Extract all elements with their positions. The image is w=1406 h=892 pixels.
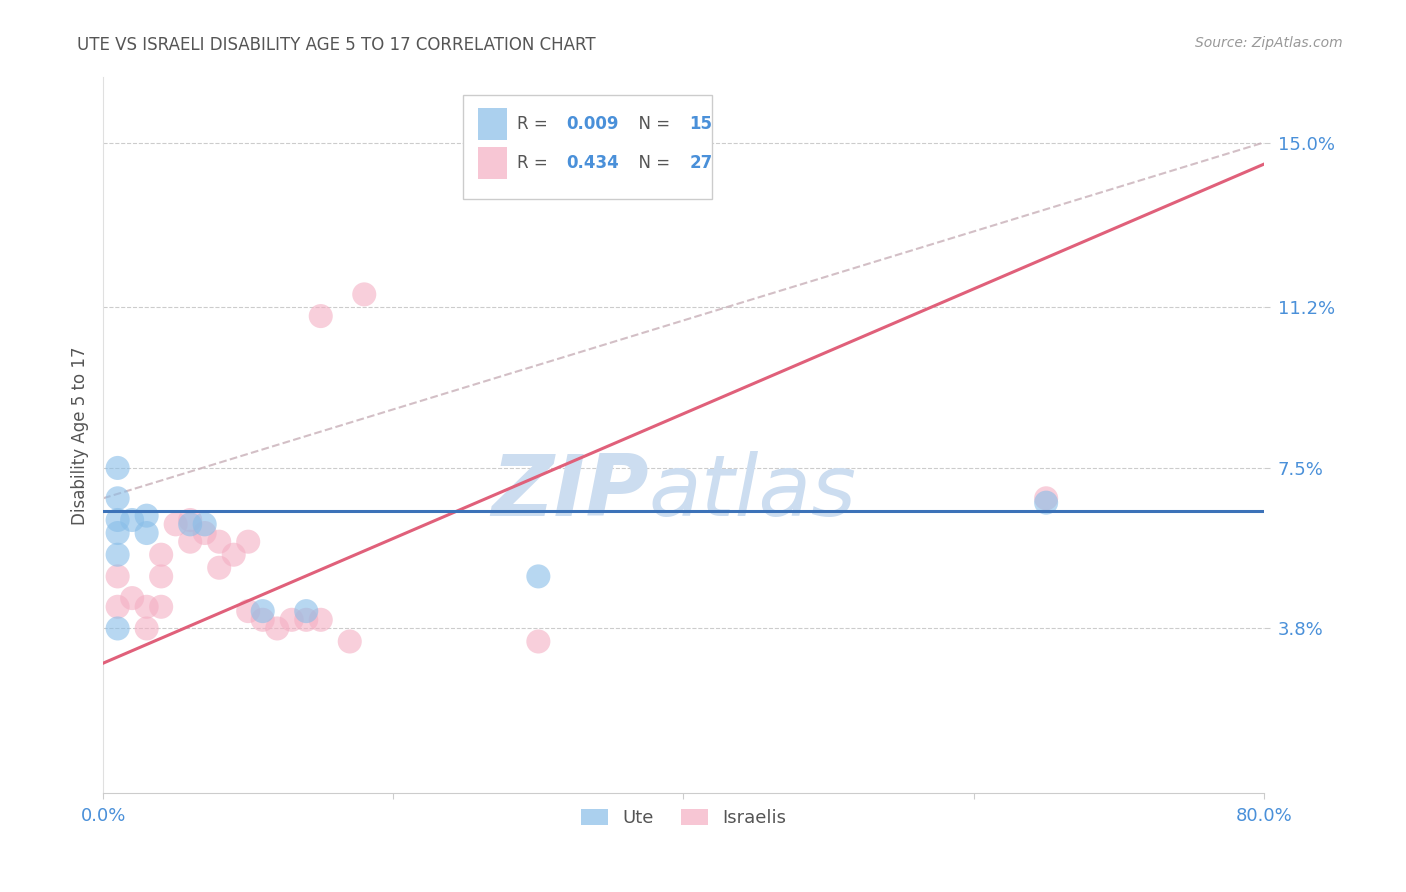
Text: 0.009: 0.009 (567, 115, 619, 133)
Point (527, 634, 550, 648)
Point (353, 287, 375, 301)
Point (107, 491, 129, 506)
Point (252, 604, 274, 618)
Text: Source: ZipAtlas.com: Source: ZipAtlas.com (1195, 36, 1343, 50)
Text: N =: N = (627, 154, 675, 172)
Point (121, 513, 143, 527)
Point (150, 569, 173, 583)
Text: N =: N = (627, 115, 675, 133)
Point (1035, 496, 1057, 510)
Text: 15: 15 (689, 115, 713, 133)
Point (179, 534, 201, 549)
Point (295, 604, 318, 618)
Y-axis label: Disability Age 5 to 17: Disability Age 5 to 17 (72, 346, 89, 524)
Point (208, 560, 231, 574)
Point (194, 526, 217, 541)
Text: UTE VS ISRAELI DISABILITY AGE 5 TO 17 CORRELATION CHART: UTE VS ISRAELI DISABILITY AGE 5 TO 17 CO… (77, 36, 596, 54)
Legend: Ute, Israelis: Ute, Israelis (574, 802, 793, 834)
Point (194, 517, 217, 532)
Point (107, 622, 129, 636)
Text: R =: R = (517, 115, 554, 133)
Point (252, 613, 274, 627)
Point (266, 622, 288, 636)
Point (107, 569, 129, 583)
Point (222, 548, 245, 562)
Point (280, 613, 302, 627)
FancyBboxPatch shape (463, 95, 713, 199)
Point (339, 634, 361, 648)
FancyBboxPatch shape (478, 147, 508, 179)
Point (107, 599, 129, 614)
Point (135, 599, 157, 614)
Point (107, 461, 129, 475)
Point (1035, 491, 1057, 506)
Point (238, 534, 260, 549)
Point (135, 508, 157, 523)
Text: ZIP: ZIP (491, 451, 648, 534)
Point (309, 309, 332, 323)
Point (309, 613, 332, 627)
Point (121, 591, 143, 606)
Point (238, 604, 260, 618)
Point (150, 599, 173, 614)
Point (135, 622, 157, 636)
Point (107, 526, 129, 541)
Point (165, 517, 187, 532)
Point (527, 569, 550, 583)
Text: atlas: atlas (648, 451, 856, 534)
Point (295, 613, 318, 627)
Point (150, 548, 173, 562)
Point (107, 548, 129, 562)
Text: 27: 27 (689, 154, 713, 172)
Point (135, 526, 157, 541)
Text: R =: R = (517, 154, 554, 172)
Point (179, 517, 201, 532)
FancyBboxPatch shape (478, 108, 508, 140)
Point (208, 534, 231, 549)
Point (179, 513, 201, 527)
Point (107, 513, 129, 527)
Text: 0.434: 0.434 (567, 154, 619, 172)
